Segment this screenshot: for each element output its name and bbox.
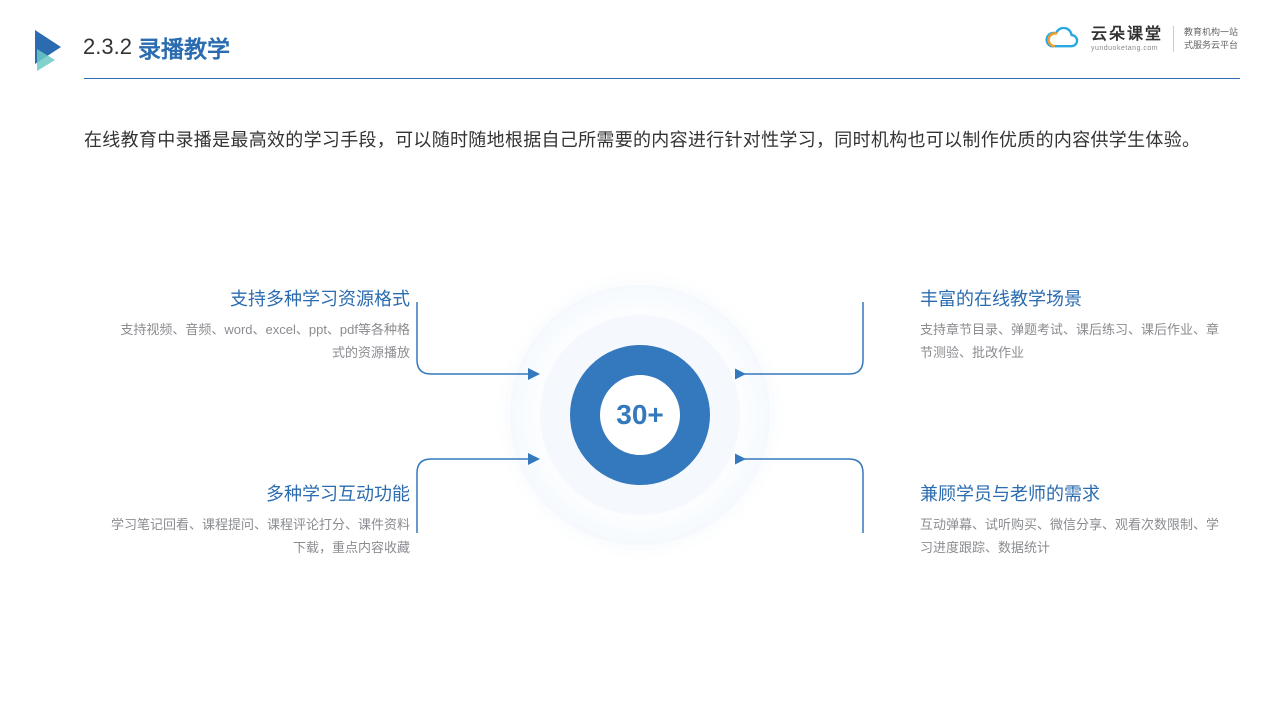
feature-desc: 互动弹幕、试听购买、微信分享、观看次数限制、学习进度跟踪、数据统计 <box>920 514 1220 560</box>
section-number: 2.3.2 <box>83 34 132 60</box>
brand-domain: yunduoketang.com <box>1091 45 1163 52</box>
feature-top-right: 丰富的在线教学场景 支持章节目录、弹题考试、课后练习、课后作业、章节测验、批改作… <box>920 285 1220 365</box>
feature-title: 支持多种学习资源格式 <box>110 285 410 311</box>
feature-desc: 支持视频、音频、word、excel、ppt、pdf等各种格式的资源播放 <box>110 319 410 365</box>
feature-title: 多种学习互动功能 <box>110 480 410 506</box>
feature-bottom-right: 兼顾学员与老师的需求 互动弹幕、试听购买、微信分享、观看次数限制、学习进度跟踪、… <box>920 480 1220 560</box>
feature-desc: 支持章节目录、弹题考试、课后练习、课后作业、章节测验、批改作业 <box>920 319 1220 365</box>
feature-title: 丰富的在线教学场景 <box>920 285 1220 311</box>
intro-paragraph: 在线教育中录播是最高效的学习手段，可以随时随地根据自己所需要的内容进行针对性学习… <box>84 122 1220 158</box>
brand-tagline-l1: 教育机构一站 <box>1184 27 1238 37</box>
feature-desc: 学习笔记回看、课程提问、课程评论打分、课件资料下载，重点内容收藏 <box>110 514 410 560</box>
play-icon <box>35 30 61 64</box>
feature-bottom-left: 多种学习互动功能 学习笔记回看、课程提问、课程评论打分、课件资料下载，重点内容收… <box>110 480 410 560</box>
brand-name: 云朵课堂 <box>1091 27 1163 43</box>
section-title: 录播教学 <box>138 30 230 64</box>
brand-tagline: 教育机构一站 式服务云平台 <box>1184 26 1240 51</box>
title-underline <box>84 78 1240 79</box>
feature-top-left: 支持多种学习资源格式 支持视频、音频、word、excel、ppt、pdf等各种… <box>110 285 410 365</box>
center-value: 30+ <box>616 399 664 431</box>
feature-diagram: 30+ 支持多种学习资源格式 支持视频、音频、word、excel、ppt、pd… <box>0 255 1280 720</box>
cloud-icon <box>1043 27 1081 51</box>
brand-separator <box>1173 26 1174 52</box>
feature-title: 兼顾学员与老师的需求 <box>920 480 1220 506</box>
brand-logo: 云朵课堂 yunduoketang.com 教育机构一站 式服务云平台 <box>1043 26 1240 52</box>
brand-tagline-l2: 式服务云平台 <box>1184 40 1238 50</box>
